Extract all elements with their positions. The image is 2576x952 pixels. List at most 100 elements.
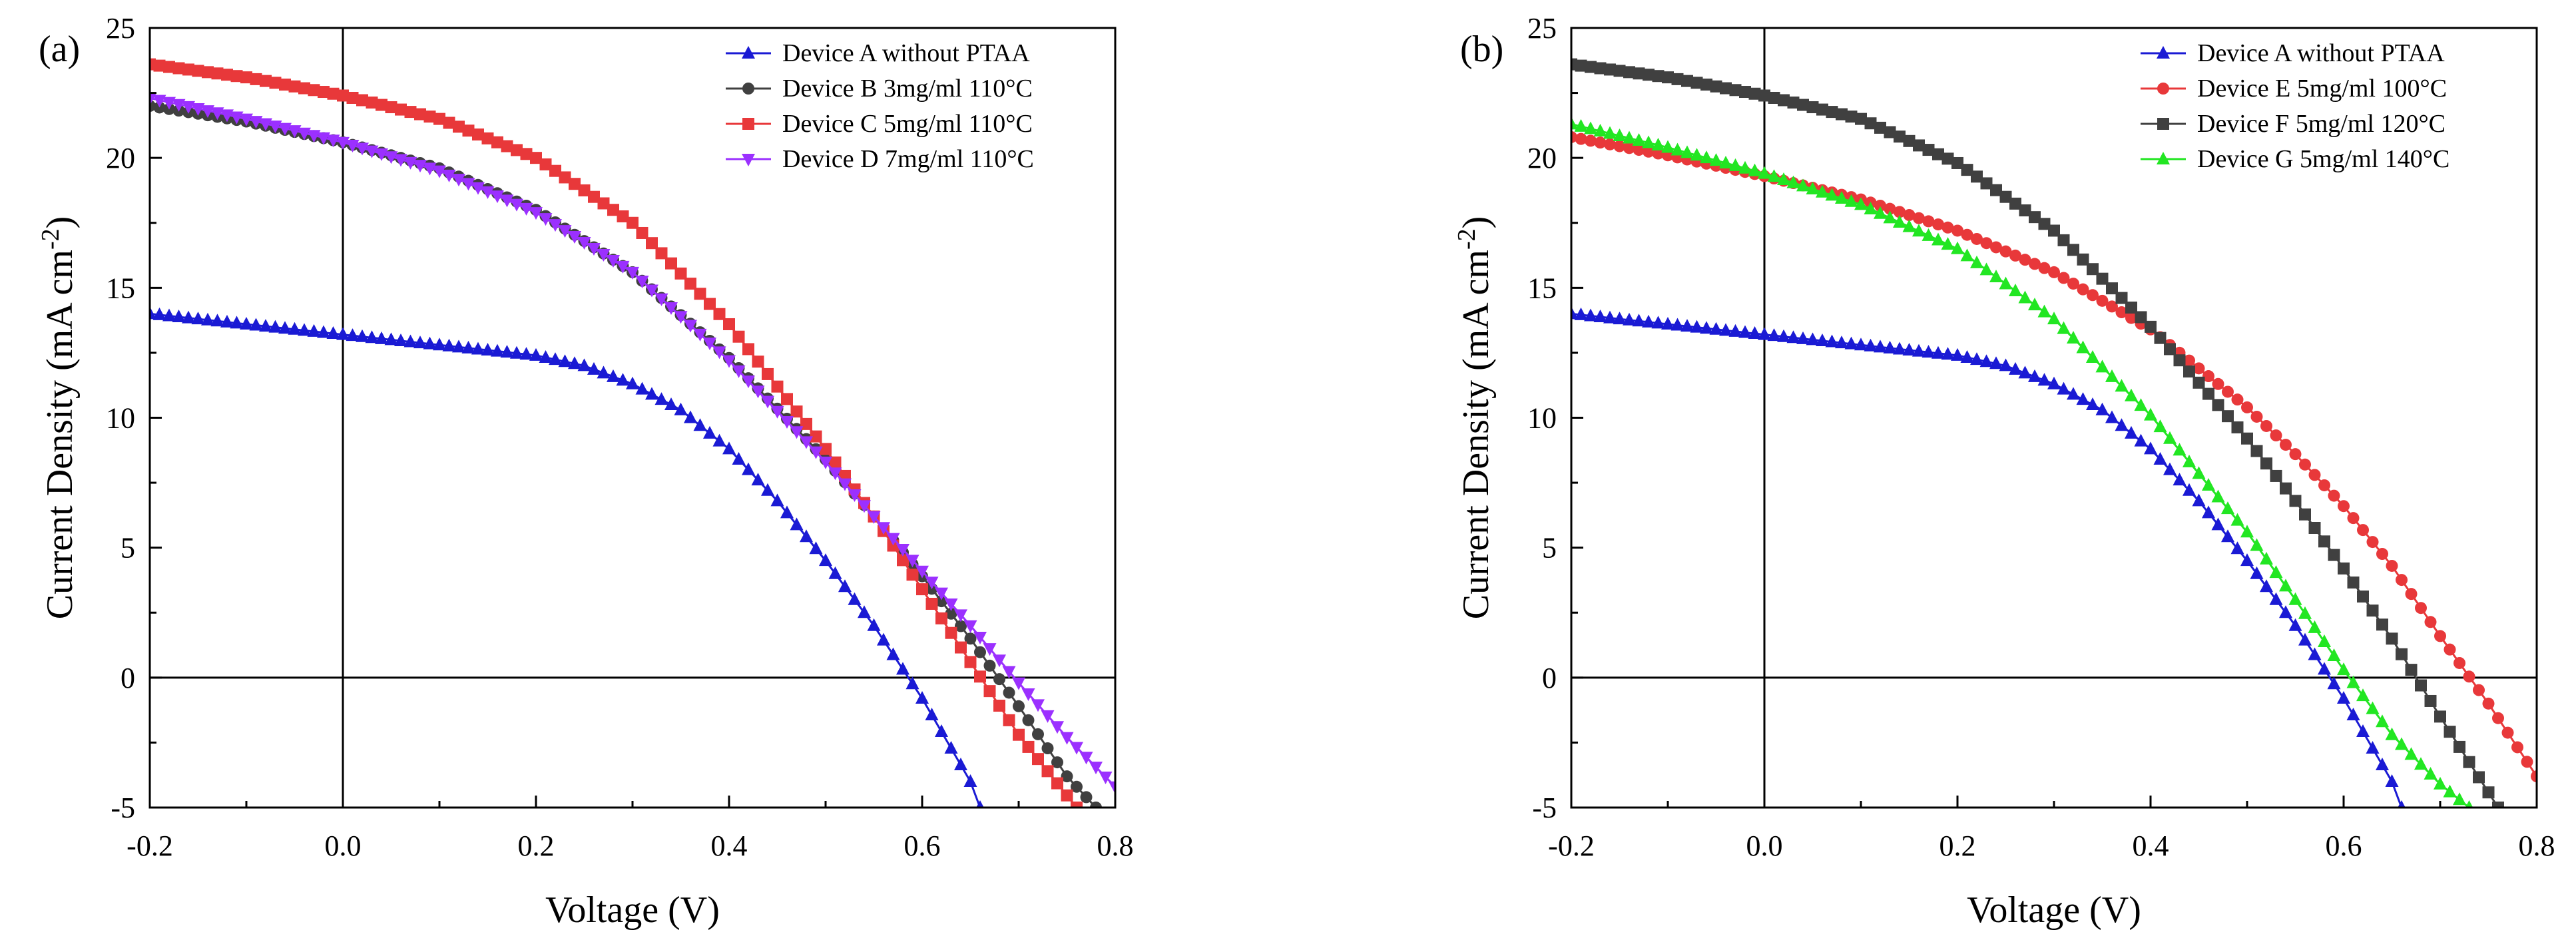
data-point xyxy=(2299,458,2311,471)
data-point xyxy=(2125,312,2137,324)
legend-marker xyxy=(2157,152,2170,164)
data-point xyxy=(694,288,706,300)
data-point xyxy=(2154,332,2167,344)
data-point xyxy=(2028,369,2041,382)
data-point xyxy=(838,478,852,491)
data-point xyxy=(751,385,765,399)
data-point xyxy=(182,63,194,76)
data-point xyxy=(2415,602,2427,614)
data-point xyxy=(2465,800,2473,808)
data-point xyxy=(2376,618,2388,631)
data-point xyxy=(2009,197,2021,210)
legend-label: Device G 5mg/ml 140°C xyxy=(2197,145,2449,173)
data-point xyxy=(2009,284,2022,297)
data-point xyxy=(2424,616,2437,628)
data-point xyxy=(1874,199,1886,212)
data-point xyxy=(220,109,234,122)
data-point xyxy=(2328,549,2340,561)
data-point xyxy=(674,267,687,280)
data-point xyxy=(2376,548,2388,561)
data-point xyxy=(1729,84,1742,97)
data-point xyxy=(1854,338,1868,351)
legend-entry: Device E 5mg/ml 100°C xyxy=(2141,75,2447,103)
data-point xyxy=(1970,255,1983,268)
data-point xyxy=(1003,714,1015,726)
data-point xyxy=(404,106,417,119)
data-point xyxy=(2144,441,2157,455)
data-point xyxy=(442,169,456,182)
data-point xyxy=(1825,188,1839,201)
data-point xyxy=(925,708,939,721)
data-point xyxy=(1777,172,1790,185)
data-point xyxy=(703,425,716,439)
legend-entry: Device A without PTAA xyxy=(2141,39,2445,67)
data-point xyxy=(2183,454,2196,467)
data-point xyxy=(607,254,620,268)
y-tick-label: 0 xyxy=(121,662,135,694)
data-point xyxy=(1013,728,1025,741)
data-point xyxy=(2250,445,2263,457)
data-point xyxy=(202,66,214,79)
data-point xyxy=(278,321,292,334)
data-point xyxy=(298,127,311,140)
data-point xyxy=(2241,401,2253,413)
data-point xyxy=(867,511,881,524)
data-point xyxy=(1709,153,1723,166)
data-point xyxy=(1680,319,1694,332)
data-point xyxy=(1613,65,1626,77)
data-point xyxy=(1651,316,1665,329)
data-point xyxy=(2308,647,2322,660)
data-point xyxy=(1883,340,1897,354)
data-point xyxy=(395,103,407,116)
x-tick-label: 0.0 xyxy=(325,830,362,862)
data-point xyxy=(1090,802,1102,808)
data-point xyxy=(453,120,465,133)
data-point xyxy=(771,380,784,393)
y-tick-label: 20 xyxy=(106,142,135,174)
data-point xyxy=(1786,330,1800,344)
data-point xyxy=(684,278,696,290)
data-point xyxy=(2212,377,2224,390)
y-tick-label: 10 xyxy=(106,402,135,435)
data-point xyxy=(230,316,244,329)
legend-marker xyxy=(2157,83,2169,95)
data-point xyxy=(1894,130,1906,143)
data-point xyxy=(1690,148,1704,161)
data-point xyxy=(2250,410,2263,423)
data-point xyxy=(1709,322,1723,335)
data-point xyxy=(1603,126,1617,139)
legend-entry: Device B 3mg/ml 110°C xyxy=(726,75,1033,103)
data-point xyxy=(762,367,774,380)
data-point xyxy=(2212,399,2224,411)
data-point xyxy=(2173,354,2186,367)
legend-entry: Device G 5mg/ml 140°C xyxy=(2141,145,2449,173)
data-point xyxy=(867,618,881,631)
data-point xyxy=(945,607,957,620)
data-point xyxy=(2347,512,2360,525)
data-point xyxy=(1796,178,1810,192)
data-point xyxy=(210,314,224,327)
data-point xyxy=(2057,321,2071,334)
data-point xyxy=(336,327,350,340)
data-point xyxy=(375,331,388,344)
data-point xyxy=(1623,312,1636,326)
data-point xyxy=(732,330,745,343)
data-point xyxy=(346,328,360,342)
data-point xyxy=(2337,662,2350,676)
data-point xyxy=(1079,752,1093,765)
data-point xyxy=(780,505,794,519)
data-point xyxy=(2211,517,2225,531)
data-point xyxy=(607,204,619,216)
data-point xyxy=(1060,732,1074,745)
data-point xyxy=(838,579,852,593)
data-point xyxy=(2038,218,2051,230)
data-point xyxy=(935,724,948,738)
data-point xyxy=(1960,350,1974,363)
data-point xyxy=(828,467,842,481)
data-point xyxy=(394,333,407,346)
data-point xyxy=(944,598,958,611)
data-point xyxy=(2115,306,2128,319)
data-point xyxy=(2385,727,2399,740)
data-point xyxy=(1041,742,1054,755)
